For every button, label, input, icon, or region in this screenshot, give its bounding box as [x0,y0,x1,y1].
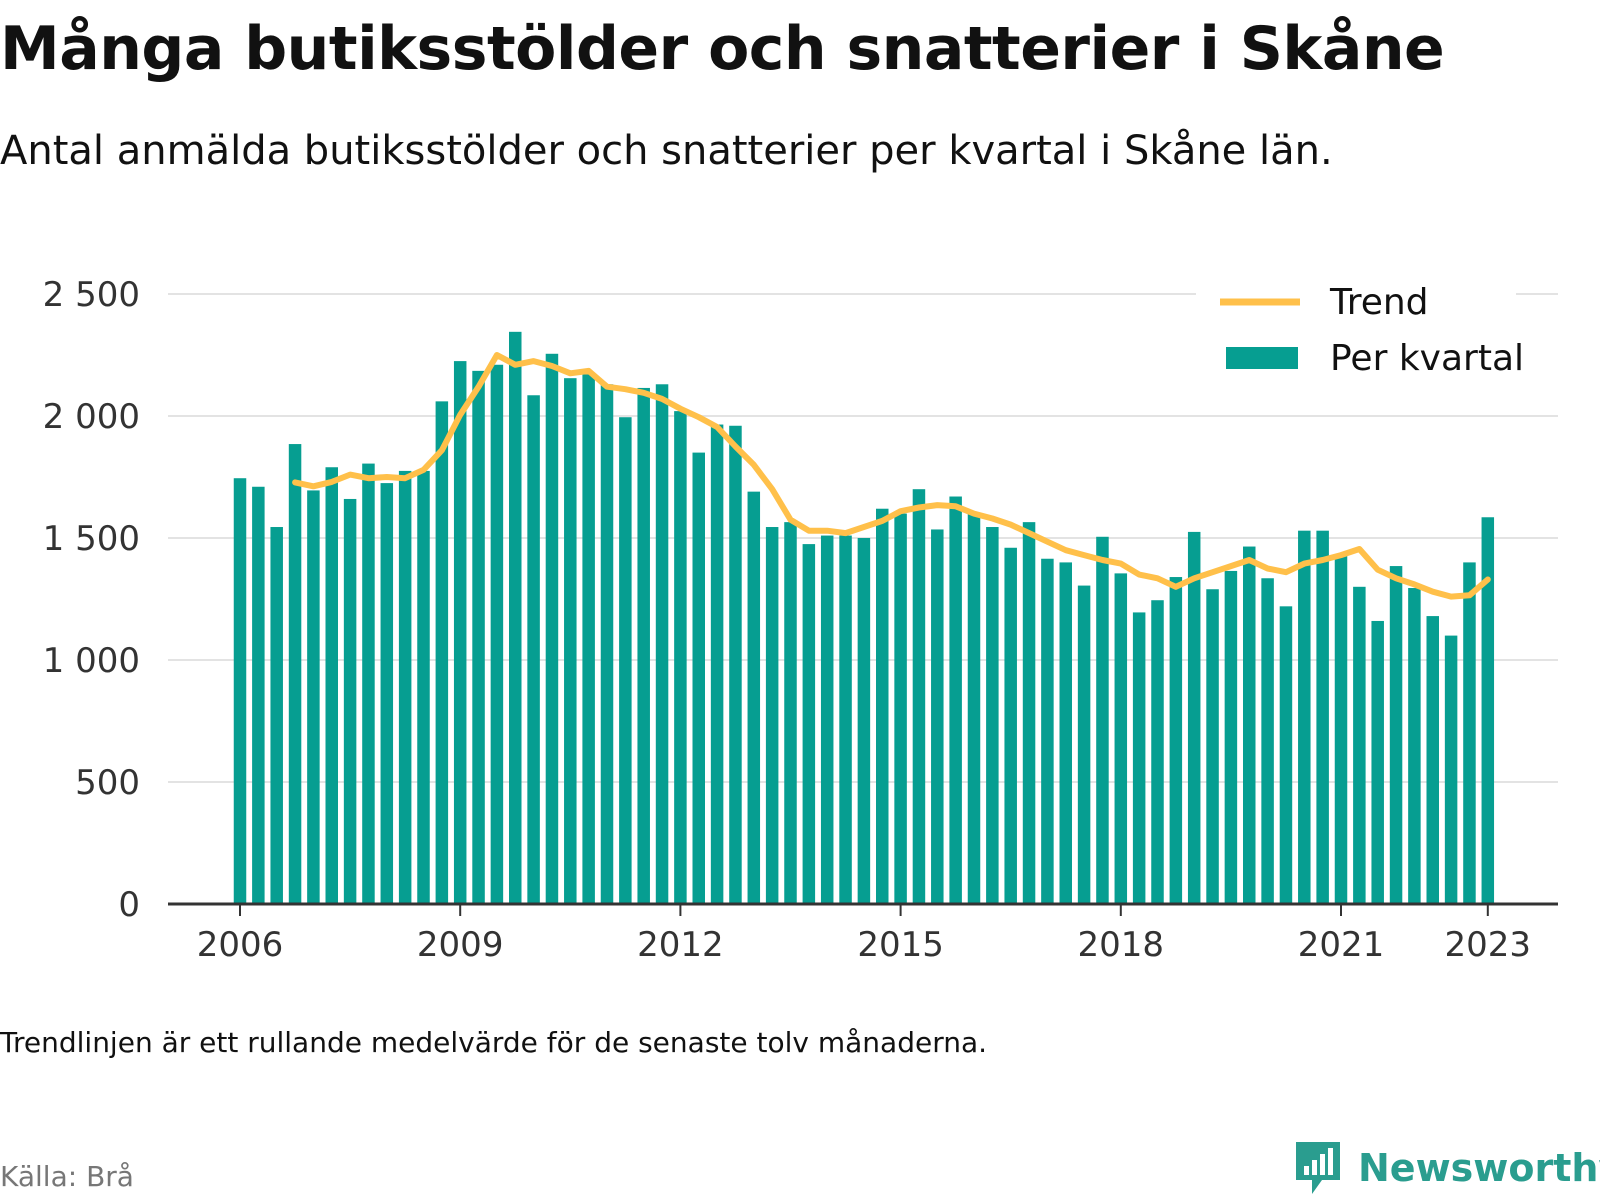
bar [1389,566,1403,904]
bar [967,513,981,904]
legend: Trend Per kvartal [1196,270,1524,382]
bar [931,529,944,904]
bar [435,401,449,904]
bar [765,527,779,904]
bar [472,370,485,904]
bar [839,535,852,904]
y-tick-label: 500 [75,763,140,803]
brand-name: Newsworthy [1358,1146,1600,1190]
bar [729,425,742,904]
x-tick-label: 2006 [197,925,284,965]
bar [1279,606,1293,904]
bar [252,486,265,904]
chart-title: Många butiksstölder och snatterier i Skå… [0,14,1445,84]
bar [1353,586,1366,904]
bar [674,411,687,904]
bar [325,467,338,904]
y-tick-label: 2 000 [43,397,140,437]
bar [655,384,669,904]
bar [637,387,650,904]
x-tick-label: 2012 [637,925,724,965]
bar [747,491,761,904]
bar [1041,558,1054,904]
x-tick-label: 2023 [1445,925,1532,965]
bar [380,483,394,904]
bar [876,508,889,904]
bar [1316,530,1329,904]
y-tick-label: 1 500 [43,519,140,559]
newsworthy-logo-icon [1296,1142,1340,1194]
x-tick-label: 2018 [1078,925,1165,965]
bar [307,490,320,904]
y-tick-label: 1 000 [43,641,140,681]
bar [288,444,302,904]
bar [582,374,595,904]
legend-bar-swatch [1226,347,1298,369]
y-axis: 0 500 1 000 1 500 2 000 2 500 [43,275,140,925]
bar [1114,573,1128,904]
bar [600,384,614,904]
bar [857,538,871,904]
bar [949,496,962,904]
bar [1022,522,1036,904]
bar [784,522,797,904]
bar [1371,620,1384,904]
bar [490,364,504,904]
x-tick-label: 2009 [417,925,504,965]
bar [417,470,430,904]
bar [233,478,247,904]
x-axis: 2006 2009 2012 2015 2018 2021 2023 [168,902,1558,965]
x-tick-label: 2021 [1298,925,1385,965]
bar [1004,547,1017,904]
bar [527,395,540,904]
bar [1334,555,1348,904]
chart: 0 500 1 000 1 500 2 000 2 500 2006 2009 2012 201… [42,270,1558,965]
legend-bar-label: Per kvartal [1330,338,1524,379]
bar [710,424,724,904]
y-tick-label: 2 500 [43,275,140,315]
bar [1224,570,1238,904]
x-tick-label: 2015 [857,925,944,965]
bar [894,513,907,904]
bar [1187,531,1201,904]
bar [1059,562,1072,904]
bar [802,544,816,904]
bar [270,527,283,904]
bar-series [233,331,1495,905]
chart-subtitle: Antal anmälda butiksstölder och snatteri… [0,128,1333,174]
source-label: Källa: Brå [0,1160,134,1193]
bar [619,417,632,904]
bar [453,361,467,905]
brand-logo: Newsworthy [1292,1140,1600,1196]
bar [398,470,412,904]
bar [692,452,705,904]
trend-line [292,352,1491,600]
footnote: Trendlinjen är ett rullande medelvärde f… [0,1026,988,1059]
bar [1151,600,1164,904]
y-tick-label: 0 [118,885,140,925]
legend-trend-label: Trend [1329,282,1429,323]
bar [545,353,559,904]
bar [1426,616,1439,904]
bar [820,535,834,904]
bar [362,463,375,904]
bar [1298,530,1311,904]
bar [1096,536,1109,904]
bar [343,498,357,904]
bar [1206,589,1219,904]
bar [564,378,577,904]
bar [1169,577,1183,904]
bar [986,527,999,904]
bar [509,331,522,904]
bar [912,489,926,904]
bar [1077,585,1091,904]
trend-series [292,352,1491,600]
bar [1261,578,1274,904]
bar [1444,635,1458,904]
bar [1132,612,1146,904]
bar [1408,588,1421,904]
bar [1243,546,1256,904]
bar [1481,517,1495,904]
bar [1463,562,1476,904]
